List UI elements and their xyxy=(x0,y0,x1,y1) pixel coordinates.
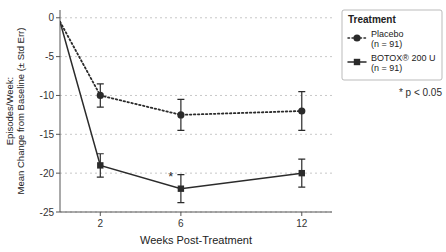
grid-line xyxy=(60,134,332,135)
y-tick xyxy=(56,134,60,135)
error-bar xyxy=(298,159,305,187)
x-tick xyxy=(301,212,302,216)
x-tick-label: 2 xyxy=(98,218,104,229)
error-bar xyxy=(97,84,104,107)
y-tick-label: -10 xyxy=(40,90,55,101)
chart: 0 -5 -10 -15 -20 -25 2 6 12 Weeks Post-Treatment E… xyxy=(0,0,446,252)
y-tick xyxy=(56,17,60,18)
y-tick-label: -20 xyxy=(40,168,55,179)
point-marker xyxy=(177,111,184,118)
legend-label: Placebo(n = 91) xyxy=(371,29,404,49)
x-tick-label: 6 xyxy=(178,218,184,229)
legend-marker xyxy=(354,59,360,65)
legend-marker xyxy=(353,34,360,41)
legend: TreatmentPlacebo(n = 91)BOTOX® 200 U(n =… xyxy=(342,10,442,80)
y-axis-label: Episodes/Week:Mean Change from Baseline … xyxy=(4,28,26,195)
text-line: Placebo xyxy=(371,29,404,39)
point-marker xyxy=(97,92,104,99)
text-line: Episodes/Week: xyxy=(4,77,15,145)
point-marker xyxy=(299,170,305,176)
legend-frame xyxy=(342,10,442,80)
text-line: BOTOX® 200 U xyxy=(371,53,436,63)
y-tick xyxy=(56,212,60,213)
legend-title: Treatment xyxy=(348,14,396,25)
text-line: Mean Change from Baseline (± Std Err) xyxy=(15,28,26,195)
x-axis-label: Weeks Post-Treatment xyxy=(140,234,252,246)
text-line: (n = 91) xyxy=(371,63,402,73)
x-tick-label: 12 xyxy=(296,218,308,229)
point-marker xyxy=(178,185,184,191)
y-tick xyxy=(56,56,60,57)
text-line: (n = 91) xyxy=(371,39,402,49)
grid-line xyxy=(60,212,332,213)
point-marker xyxy=(298,107,305,114)
error-bar xyxy=(177,175,184,203)
y-tick xyxy=(56,95,60,96)
grid-line xyxy=(60,17,332,18)
y-tick xyxy=(56,173,60,174)
y-tick-label: -25 xyxy=(40,207,55,218)
y-tick-label: -15 xyxy=(40,129,55,140)
grid-line xyxy=(60,56,332,57)
error-bar xyxy=(97,154,104,177)
legend-label: BOTOX® 200 U(n = 91) xyxy=(371,53,436,73)
y-tick-label: 0 xyxy=(48,12,54,23)
error-bar xyxy=(177,99,184,130)
y-tick-label: -5 xyxy=(45,51,54,62)
series-line xyxy=(60,22,302,189)
annotation: * xyxy=(168,169,173,184)
plot-area xyxy=(60,22,305,203)
x-tick xyxy=(100,212,101,216)
x-axis xyxy=(60,212,332,213)
y-axis xyxy=(60,10,61,212)
error-bar xyxy=(298,92,305,131)
point-marker xyxy=(97,162,103,168)
annotation-note: * p < 0.05 xyxy=(399,87,443,98)
x-tick xyxy=(180,212,181,216)
